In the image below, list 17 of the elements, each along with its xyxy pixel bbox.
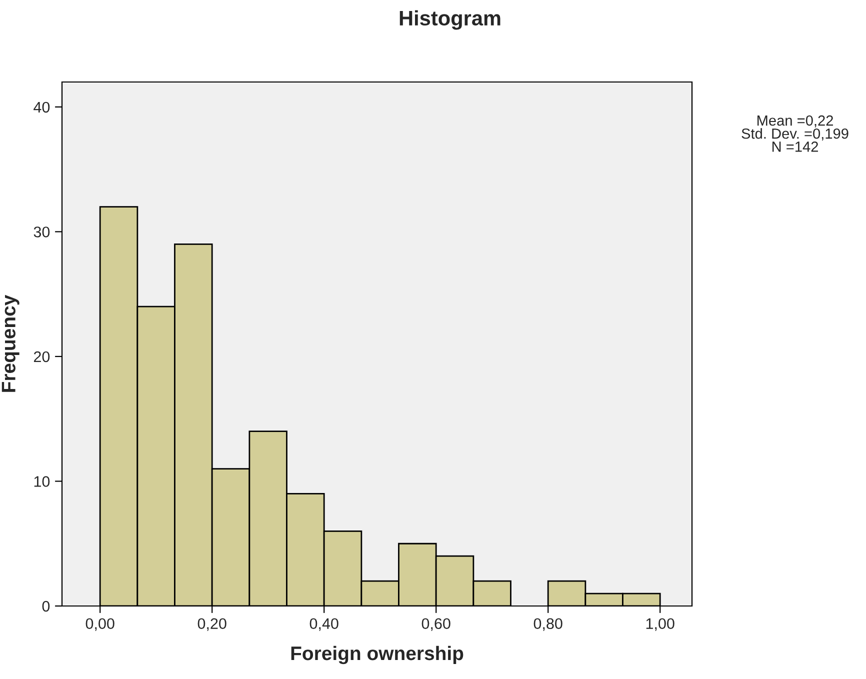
x-tick-label: 0,60 bbox=[422, 618, 450, 631]
x-tick-label: 1,00 bbox=[646, 618, 674, 631]
text: Std. Dev. =0,199 bbox=[742, 128, 848, 140]
y-axis-title: Frequency bbox=[2, 294, 20, 392]
x-axis-title: Foreign ownership bbox=[291, 646, 464, 664]
y-tick-label: 10 bbox=[34, 476, 50, 487]
x-tick-label: 0,20 bbox=[198, 618, 226, 631]
x-tick-label: 0,80 bbox=[534, 618, 562, 631]
x-tick-label: 0,00 bbox=[86, 618, 114, 631]
text: N =142 bbox=[772, 142, 818, 152]
y-tick-label: 20 bbox=[34, 351, 50, 362]
y-tick-label: 0 bbox=[42, 600, 50, 612]
chart-title: Histogram bbox=[400, 10, 500, 30]
y-tick-label: 30 bbox=[34, 226, 50, 238]
x-tick-label: 0,40 bbox=[310, 618, 338, 631]
y-tick-label: 40 bbox=[34, 102, 50, 113]
text: Mean =0,22 bbox=[757, 115, 833, 128]
